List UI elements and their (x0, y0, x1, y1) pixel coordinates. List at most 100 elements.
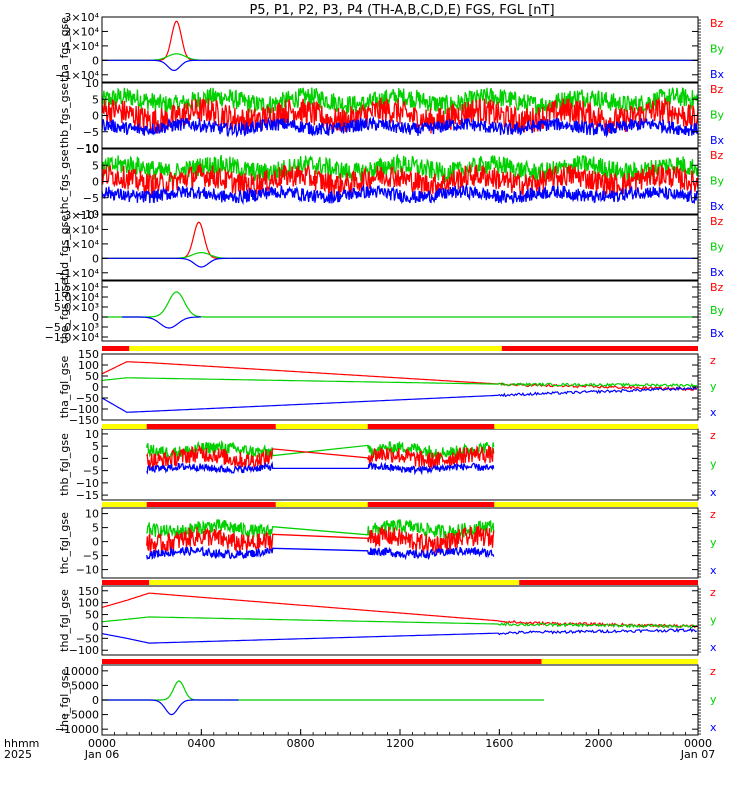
series-line-z (101, 361, 698, 391)
legend-entry-z: z (710, 665, 716, 678)
y-tick-label: 50 (85, 609, 99, 622)
y-tick-label: 2×10⁴ (64, 25, 99, 38)
status-segment-red (519, 580, 698, 585)
y-tick-label: −50 (76, 392, 99, 405)
legend-entry-Bz: Bz (710, 83, 724, 96)
series-line-x (146, 461, 495, 476)
legend-entry-Bz: Bz (710, 215, 724, 228)
panel-frame (101, 16, 699, 83)
legend-entry-By: By (710, 304, 725, 317)
y-tick-label: −1×10⁴ (55, 69, 99, 82)
x-tick-label: 1600 (485, 737, 513, 750)
y-axis-label: thd_fgs_gse (58, 215, 71, 281)
series-line-Bx (101, 115, 699, 139)
series-line-Bz (102, 20, 698, 61)
y-tick-label: 5000 (71, 679, 99, 692)
legend-entry-Bx: Bx (710, 266, 725, 279)
status-bar (102, 424, 698, 429)
y-axis-label: the_fgl_gse (58, 669, 71, 732)
status-segment-yellow (129, 346, 502, 351)
y-tick-label: 1.5×10⁴ (54, 281, 100, 294)
status-bar (102, 346, 698, 351)
y-tick-label: 0 (92, 381, 99, 394)
legend-entry-Bz: Bz (710, 17, 724, 30)
status-segment-red (501, 346, 698, 351)
y-axis-label: thd_fgl_gse (58, 589, 71, 652)
time-axis-label-year: 2025 (4, 748, 32, 761)
y-axis-label: thb_fgl_gse (58, 433, 71, 496)
y-tick-label: −10 (76, 477, 99, 490)
status-segment-yellow (494, 424, 698, 429)
y-tick-label: 10 (85, 143, 99, 156)
y-tick-label: 0 (92, 452, 99, 465)
y-tick-label: 1×10⁴ (64, 238, 99, 251)
legend-entry-z: z (710, 354, 716, 367)
y-tick-label: 150 (78, 348, 99, 361)
series-line-z (146, 525, 495, 556)
status-bar (102, 659, 698, 664)
y-axis-label: the_fgs_gse (58, 278, 71, 343)
y-tick-label: 10 (85, 428, 99, 441)
panel-thb_fgs_gse: 10 5 0 −5 −10 thb_fgs_gse Bz By Bx (58, 77, 725, 155)
status-segment-yellow (541, 659, 698, 664)
legend-entry-Bx: Bx (710, 200, 725, 213)
series-line-y (102, 680, 544, 701)
x-tick-date: Jan 07 (680, 748, 715, 761)
y-tick-label: 5 (92, 159, 99, 172)
legend-entry-y: y (710, 614, 717, 627)
series-line-Bz (102, 221, 698, 259)
legend-entry-By: By (710, 175, 725, 188)
series-line-z (146, 444, 495, 471)
y-tick-label: −1×10⁴ (55, 267, 99, 280)
legend-entry-y: y (710, 458, 717, 471)
y-tick-label: 0 (92, 252, 99, 265)
legend-entry-y: y (710, 536, 717, 549)
status-segment-yellow (275, 424, 368, 429)
y-tick-label: 5 (92, 93, 99, 106)
legend-entry-Bx: Bx (710, 327, 725, 340)
y-tick-label: 5.0×10³ (54, 301, 99, 314)
y-tick-label: 3×10⁴ (64, 209, 99, 222)
legend-entry-By: By (710, 241, 725, 254)
legend-entry-By: By (710, 109, 725, 122)
y-tick-label: 0 (92, 536, 99, 549)
y-tick-label: 0 (92, 694, 99, 707)
status-segment-red (102, 580, 150, 585)
status-segment-red (146, 502, 276, 507)
legend-entry-Bz: Bz (710, 149, 724, 162)
status-segment-yellow (275, 502, 368, 507)
status-bar (102, 580, 698, 585)
x-tick-label: 0800 (287, 737, 315, 750)
y-tick-label: 10 (85, 508, 99, 521)
x-tick-label: 1200 (386, 737, 414, 750)
panel-frame (101, 214, 699, 281)
panel-frame (101, 507, 699, 579)
y-tick-label: −5 (83, 192, 99, 205)
y-tick-label: −15 (76, 489, 99, 502)
y-tick-label: −5 (83, 550, 99, 563)
y-tick-label: 0 (92, 311, 99, 324)
series-line-Bz (101, 163, 699, 197)
y-tick-label: −10 (76, 208, 99, 221)
y-tick-label: 1×10⁴ (64, 40, 99, 53)
y-tick-label: −1.0×10⁴ (45, 331, 100, 344)
y-axis-label: thb_fgs_gse (58, 83, 71, 149)
y-tick-label: −5000 (62, 709, 99, 722)
legend-entry-x: x (710, 641, 717, 654)
x-tick-label: 0000 (684, 737, 712, 750)
series-line-Bx (121, 316, 201, 329)
series-line-By (102, 291, 698, 318)
y-axis-label: thc_fgl_gse (58, 512, 71, 574)
y-tick-label: 0 (92, 54, 99, 67)
series-line-By (101, 153, 699, 183)
status-segment-red (102, 659, 542, 664)
x-tick-date: Jan 06 (84, 748, 119, 761)
series-line-By (102, 53, 698, 61)
panel-frame (101, 428, 699, 501)
